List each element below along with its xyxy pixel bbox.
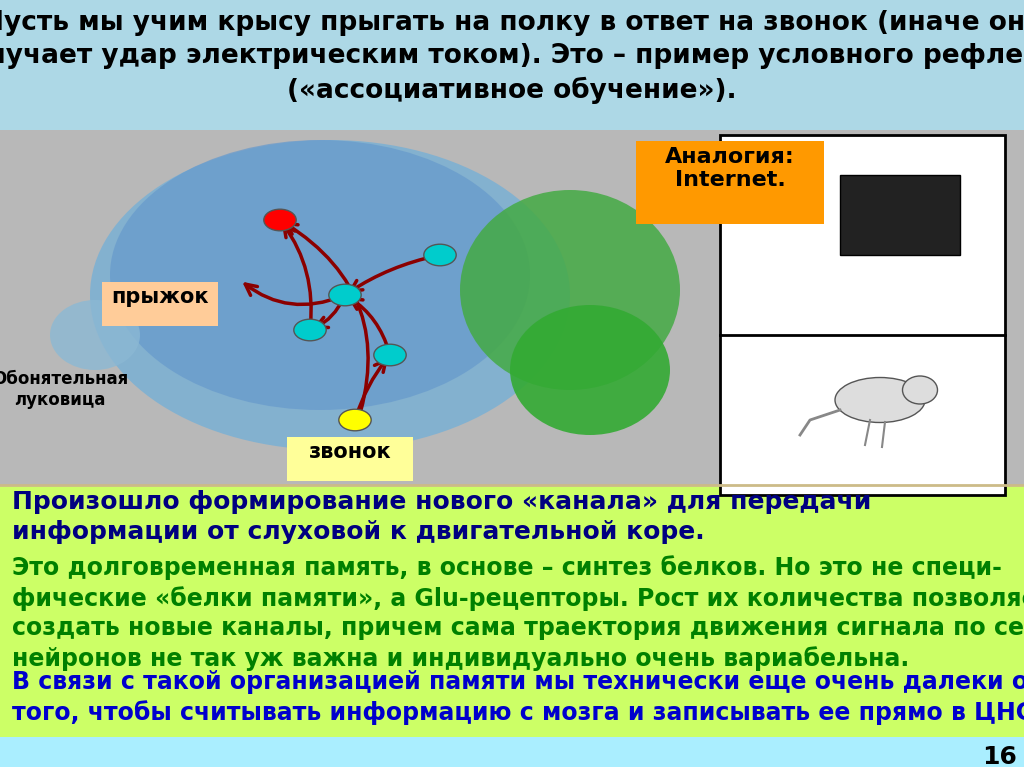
- Text: звонок: звонок: [308, 442, 391, 462]
- Ellipse shape: [902, 376, 938, 404]
- Ellipse shape: [294, 319, 327, 341]
- FancyBboxPatch shape: [102, 282, 218, 326]
- Ellipse shape: [460, 190, 680, 390]
- Ellipse shape: [339, 410, 371, 431]
- FancyBboxPatch shape: [840, 175, 961, 255]
- Text: 16: 16: [983, 745, 1018, 767]
- Ellipse shape: [329, 285, 361, 306]
- Ellipse shape: [510, 305, 670, 435]
- FancyBboxPatch shape: [287, 437, 413, 481]
- FancyBboxPatch shape: [0, 485, 1024, 737]
- Ellipse shape: [50, 300, 140, 370]
- FancyBboxPatch shape: [636, 141, 824, 224]
- Text: Это долговременная память, в основе – синтез белков. Но это не специ-
фические «: Это долговременная память, в основе – си…: [12, 555, 1024, 671]
- FancyBboxPatch shape: [0, 130, 1024, 485]
- Ellipse shape: [90, 140, 570, 450]
- Text: Произошло формирование нового «канала» для передачи
информации от слуховой к дви: Произошло формирование нового «канала» д…: [12, 490, 871, 544]
- FancyBboxPatch shape: [0, 0, 1024, 130]
- FancyBboxPatch shape: [0, 737, 1024, 767]
- Text: Аналогия:
Internet.: Аналогия: Internet.: [666, 147, 795, 190]
- Ellipse shape: [110, 140, 530, 410]
- Text: В связи с такой организацией памяти мы технически еще очень далеки от
того, чтоб: В связи с такой организацией памяти мы т…: [12, 670, 1024, 725]
- Ellipse shape: [424, 244, 457, 266]
- Text: Обонятельная
луковица: Обонятельная луковица: [0, 370, 128, 409]
- FancyBboxPatch shape: [720, 135, 1005, 495]
- Ellipse shape: [264, 209, 296, 231]
- Text: Пусть мы учим крысу прыгать на полку в ответ на звонок (иначе она
получает удар : Пусть мы учим крысу прыгать на полку в о…: [0, 10, 1024, 104]
- Text: прыжок: прыжок: [112, 287, 209, 307]
- Ellipse shape: [374, 344, 407, 366]
- Ellipse shape: [835, 377, 925, 423]
